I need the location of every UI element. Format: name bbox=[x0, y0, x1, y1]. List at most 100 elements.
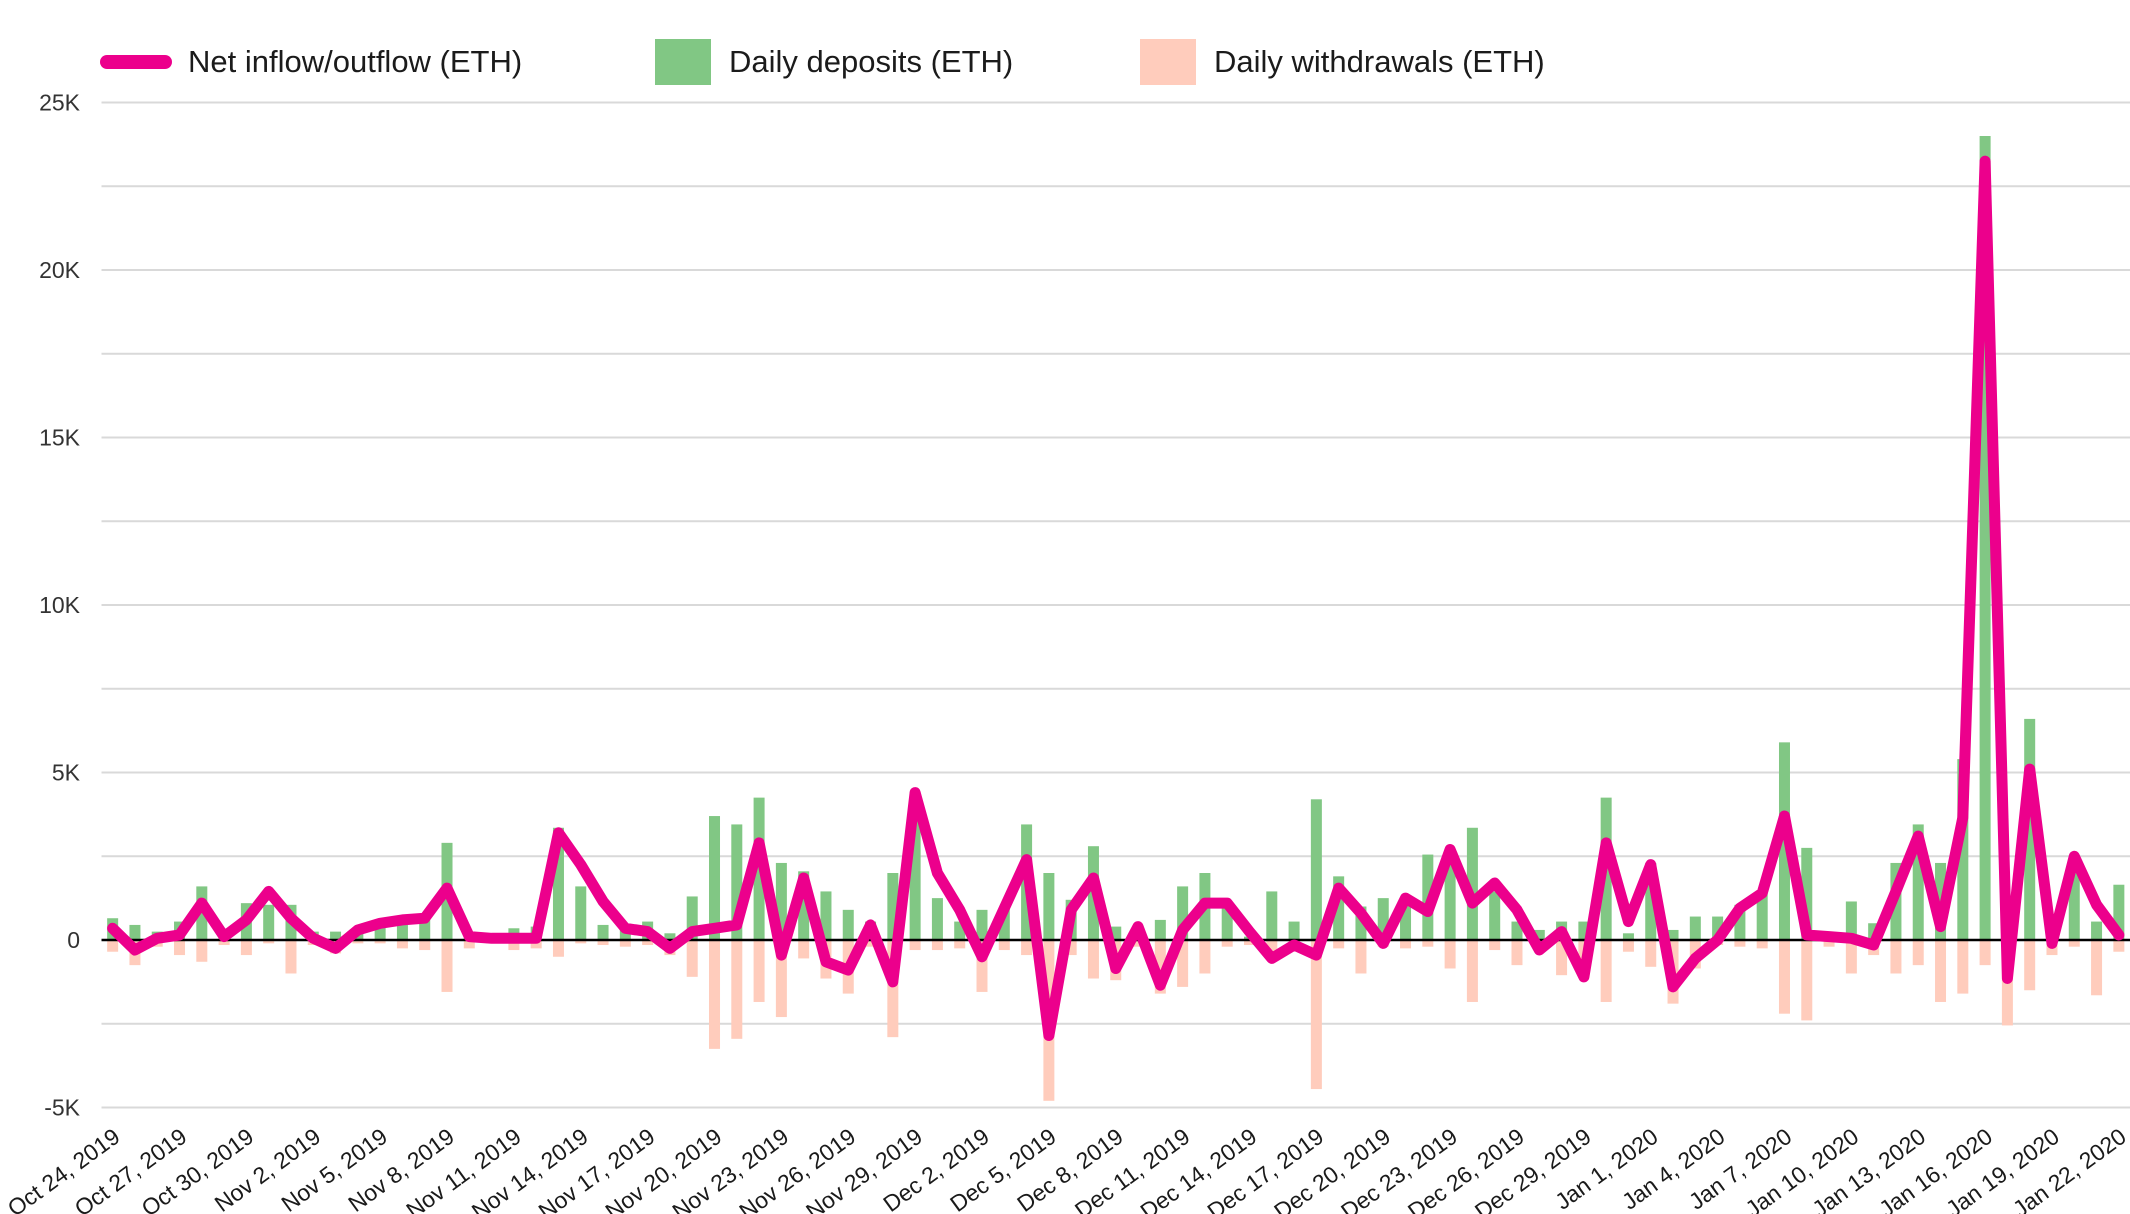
deposit-bar[interactable] bbox=[1489, 891, 1501, 940]
withdrawal-bar[interactable] bbox=[374, 940, 386, 944]
withdrawal-bar[interactable] bbox=[1734, 940, 1746, 947]
deposit-bar[interactable] bbox=[709, 816, 721, 940]
deposit-bar[interactable] bbox=[775, 862, 787, 940]
withdrawal-bar[interactable] bbox=[285, 940, 297, 974]
deposit-bar[interactable] bbox=[686, 896, 698, 940]
withdrawal-bar[interactable] bbox=[1444, 940, 1456, 969]
withdrawal-bar[interactable] bbox=[441, 940, 453, 992]
deposit-bar[interactable] bbox=[419, 919, 431, 940]
deposit-bar[interactable] bbox=[1355, 906, 1367, 941]
deposit-bar[interactable] bbox=[2068, 864, 2080, 940]
deposit-bar[interactable] bbox=[1912, 824, 1924, 940]
deposit-bar[interactable] bbox=[1645, 862, 1657, 940]
deposit-bar[interactable] bbox=[1377, 898, 1389, 940]
withdrawal-bar[interactable] bbox=[1556, 940, 1568, 976]
withdrawal-bar[interactable] bbox=[530, 940, 542, 949]
withdrawal-bar[interactable] bbox=[463, 940, 475, 949]
deposit-bar[interactable] bbox=[1110, 926, 1122, 940]
deposit-bar[interactable] bbox=[1622, 933, 1634, 940]
withdrawal-bar[interactable] bbox=[419, 940, 431, 951]
deposit-bar[interactable] bbox=[1043, 873, 1055, 940]
withdrawal-bar[interactable] bbox=[619, 940, 631, 947]
withdrawal-bar[interactable] bbox=[1199, 940, 1211, 974]
withdrawal-bar[interactable] bbox=[775, 940, 787, 1018]
withdrawal-bar[interactable] bbox=[753, 940, 765, 1002]
deposit-bar[interactable] bbox=[976, 909, 988, 940]
withdrawal-bar[interactable] bbox=[1957, 940, 1969, 994]
deposit-bar[interactable] bbox=[1511, 921, 1523, 940]
deposit-bar[interactable] bbox=[2024, 718, 2036, 940]
withdrawal-bar[interactable] bbox=[552, 940, 564, 957]
deposit-bar[interactable] bbox=[1957, 759, 1969, 940]
deposit-bar[interactable] bbox=[909, 792, 921, 940]
withdrawal-bar[interactable] bbox=[1778, 940, 1790, 1014]
withdrawal-bar[interactable] bbox=[1266, 940, 1278, 959]
deposit-bar[interactable] bbox=[954, 921, 966, 940]
deposit-bar[interactable] bbox=[129, 924, 141, 940]
deposit-bar[interactable] bbox=[575, 886, 587, 940]
deposit-bar[interactable] bbox=[374, 924, 386, 940]
withdrawal-bar[interactable] bbox=[1645, 940, 1657, 967]
withdrawal-bar[interactable] bbox=[1355, 940, 1367, 974]
deposit-bar[interactable] bbox=[1689, 916, 1701, 940]
withdrawal-bar[interactable] bbox=[998, 940, 1010, 951]
deposit-bar[interactable] bbox=[998, 908, 1010, 940]
withdrawal-bar[interactable] bbox=[887, 940, 899, 1038]
withdrawal-bar[interactable] bbox=[263, 940, 275, 944]
deposit-bar[interactable] bbox=[330, 931, 342, 940]
withdrawal-bar[interactable] bbox=[642, 940, 654, 946]
withdrawal-bar[interactable] bbox=[1177, 940, 1189, 987]
withdrawal-bar[interactable] bbox=[2068, 940, 2080, 947]
withdrawal-bar[interactable] bbox=[1333, 940, 1345, 949]
deposit-bar[interactable] bbox=[1154, 919, 1166, 940]
deposit-bar[interactable] bbox=[1667, 929, 1679, 940]
withdrawal-bar[interactable] bbox=[1823, 940, 1835, 947]
deposit-bar[interactable] bbox=[1979, 136, 1991, 940]
deposit-bar[interactable] bbox=[1845, 901, 1857, 940]
withdrawal-bar[interactable] bbox=[1600, 940, 1612, 1002]
withdrawal-bar[interactable] bbox=[909, 940, 921, 951]
legend-item-net-inflow[interactable]: Net inflow/outflow (ETH) bbox=[100, 36, 522, 88]
withdrawal-bar[interactable] bbox=[1622, 940, 1634, 952]
withdrawal-bar[interactable] bbox=[1154, 940, 1166, 994]
withdrawal-bar[interactable] bbox=[2113, 940, 2125, 952]
deposit-bar[interactable] bbox=[1533, 929, 1545, 940]
deposit-bar[interactable] bbox=[1266, 891, 1278, 940]
deposit-bar[interactable] bbox=[396, 924, 408, 940]
deposit-bar[interactable] bbox=[1712, 916, 1724, 940]
withdrawal-bar[interactable] bbox=[731, 940, 743, 1039]
withdrawal-bar[interactable] bbox=[1221, 940, 1233, 947]
deposit-bar[interactable] bbox=[842, 909, 854, 940]
withdrawal-bar[interactable] bbox=[1979, 940, 1991, 966]
withdrawal-bar[interactable] bbox=[931, 940, 943, 951]
withdrawal-bar[interactable] bbox=[218, 940, 230, 946]
legend-item-withdrawals[interactable]: Daily withdrawals (ETH) bbox=[1140, 36, 1545, 88]
deposit-bar[interactable] bbox=[1734, 904, 1746, 940]
withdrawal-bar[interactable] bbox=[240, 940, 252, 956]
withdrawal-bar[interactable] bbox=[352, 940, 364, 944]
withdrawal-bar[interactable] bbox=[508, 940, 520, 951]
withdrawal-bar[interactable] bbox=[1511, 940, 1523, 966]
deposit-bar[interactable] bbox=[1221, 901, 1233, 940]
deposit-bar[interactable] bbox=[731, 824, 743, 940]
withdrawal-bar[interactable] bbox=[196, 940, 208, 962]
deposit-bar[interactable] bbox=[887, 873, 899, 940]
deposit-bar[interactable] bbox=[597, 924, 609, 940]
withdrawal-bar[interactable] bbox=[1400, 940, 1412, 949]
deposit-bar[interactable] bbox=[1756, 891, 1768, 940]
deposit-bar[interactable] bbox=[1578, 921, 1590, 940]
withdrawal-bar[interactable] bbox=[1310, 940, 1322, 1090]
deposit-bar[interactable] bbox=[196, 886, 208, 940]
withdrawal-bar[interactable] bbox=[954, 940, 966, 949]
withdrawal-bar[interactable] bbox=[1756, 940, 1768, 949]
deposit-bar[interactable] bbox=[820, 891, 832, 940]
withdrawal-bar[interactable] bbox=[798, 940, 810, 959]
withdrawal-bar[interactable] bbox=[575, 940, 587, 944]
withdrawal-bar[interactable] bbox=[1065, 940, 1077, 956]
withdrawal-bar[interactable] bbox=[174, 940, 186, 956]
withdrawal-bar[interactable] bbox=[1021, 940, 1033, 956]
deposit-bar[interactable] bbox=[552, 827, 564, 940]
deposit-bar[interactable] bbox=[1177, 886, 1189, 940]
deposit-bar[interactable] bbox=[931, 898, 943, 940]
